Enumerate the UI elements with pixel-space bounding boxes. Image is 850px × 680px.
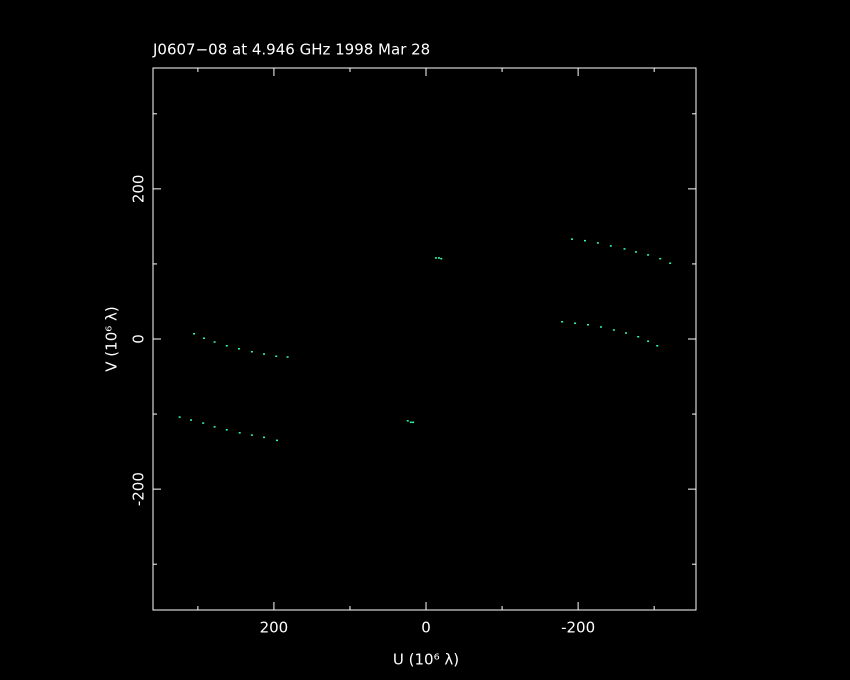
uv-point <box>213 426 216 428</box>
uv-point <box>434 257 437 259</box>
uv-point <box>647 340 650 343</box>
x-tick-label: -200 <box>561 619 595 637</box>
uv-point <box>637 335 640 338</box>
uv-point <box>202 337 205 339</box>
uv-point <box>659 257 662 260</box>
uv-point <box>412 421 415 424</box>
uv-point <box>190 419 193 421</box>
uv-point <box>275 355 278 358</box>
uv-point <box>669 262 672 264</box>
uv-point <box>571 238 574 240</box>
uv-point <box>263 436 266 439</box>
uv-point <box>286 356 289 358</box>
uv-point <box>409 421 412 424</box>
uv-point <box>647 254 650 256</box>
y-tick-label: 200 <box>130 175 148 204</box>
uv-point <box>625 332 628 334</box>
uv-point <box>406 420 409 422</box>
y-axis-label: V (10⁶ λ) <box>103 306 121 371</box>
y-tick-label: -200 <box>130 472 148 506</box>
uv-point <box>225 345 228 347</box>
uv-point <box>587 323 590 326</box>
y-tick-label: 0 <box>130 334 148 344</box>
uv-point <box>263 353 266 355</box>
uv-point <box>612 329 615 331</box>
x-axis-label: U (10⁶ λ) <box>393 651 459 669</box>
uv-point <box>583 239 586 242</box>
uv-point <box>599 326 602 328</box>
uv-point <box>656 345 659 347</box>
uv-point <box>596 242 599 244</box>
uv-point <box>250 434 253 436</box>
uv-point <box>193 332 196 335</box>
uv-point <box>437 257 440 259</box>
uv-point <box>623 248 626 250</box>
uv-point <box>213 341 216 343</box>
chart-title: J0607−08 at 4.946 GHz 1998 Mar 28 <box>152 41 430 59</box>
uv-point <box>237 348 240 350</box>
uv-point <box>609 245 612 247</box>
uv-point <box>202 422 205 424</box>
uv-point <box>178 416 181 418</box>
uv-point <box>440 257 443 260</box>
uv-point <box>275 439 278 442</box>
uv-point <box>561 320 564 323</box>
uv-point <box>634 251 637 253</box>
uv-point <box>250 351 253 353</box>
uv-point <box>574 322 577 324</box>
uv-point <box>225 429 228 431</box>
x-tick-label: 0 <box>421 619 431 637</box>
uv-point <box>238 432 241 434</box>
plot-frame <box>152 67 697 611</box>
x-tick-label: 200 <box>260 619 289 637</box>
